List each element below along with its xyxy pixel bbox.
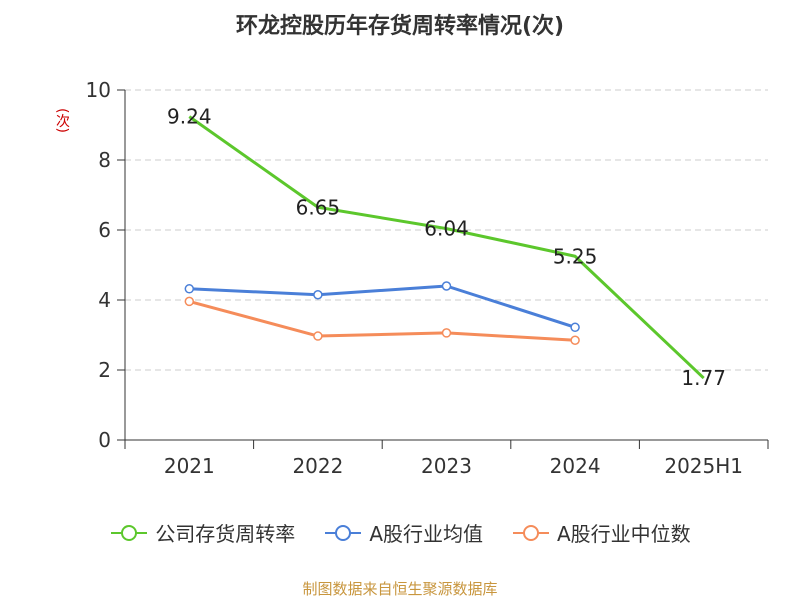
data-point: [313, 331, 323, 341]
legend-label: A股行业均值: [369, 522, 483, 546]
series-line-2: [188, 299, 576, 342]
y-tick-label: 0: [98, 428, 111, 452]
data-label: 5.25: [553, 244, 598, 268]
legend-item-industry-mean[interactable]: A股行业均值: [323, 518, 483, 547]
legend-marker-icon: [325, 524, 362, 541]
y-tick-label: 2: [98, 358, 111, 382]
legend-label: 公司存货周转率: [155, 522, 296, 546]
legend-marker-icon: [111, 524, 148, 541]
data-label: 6.04: [424, 217, 469, 241]
data-label: 9.24: [167, 105, 212, 129]
chart-title: 环龙控股历年存货周转率情况(次): [235, 14, 565, 39]
data-point: [570, 335, 580, 345]
y-tick-label: 6: [98, 218, 111, 242]
legend-item-company[interactable]: 公司存货周转率: [109, 518, 295, 547]
data-point: [184, 284, 195, 294]
legend: 公司存货周转率 A股行业均值 A股行业中位数: [0, 518, 800, 547]
legend-item-industry-median[interactable]: A股行业中位数: [511, 518, 691, 547]
series-line-0: [188, 115, 705, 380]
data-label: 1.77: [681, 366, 726, 390]
data-label: 6.65: [296, 195, 341, 219]
data-point: [313, 290, 323, 300]
legend-marker-icon: [513, 524, 549, 541]
data-point: [441, 328, 452, 338]
data-point: [441, 281, 452, 291]
y-tick-label: 10: [86, 78, 111, 102]
line-chart: 0 2 4 6 8 10 2021 2022 2023 2024 2025H1 9.24 6.65 6.0…: [86, 78, 769, 478]
x-tick-label: 2021: [164, 454, 215, 478]
y-tick-label: 8: [98, 148, 111, 172]
y-tick-label: 4: [98, 288, 111, 312]
series-line-1: [189, 284, 576, 329]
x-tick-label: 2023: [421, 454, 472, 478]
x-tick-label: 2022: [292, 454, 343, 478]
y-axis-label: (次): [54, 108, 70, 133]
data-point: [570, 322, 580, 333]
data-source-note: 制图数据来自恒生聚源数据库: [302, 580, 498, 598]
legend-label: A股行业中位数: [557, 522, 691, 546]
data-point: [184, 296, 195, 307]
x-tick-label: 2024: [550, 454, 601, 478]
x-tick-label: 2025H1: [664, 454, 743, 478]
